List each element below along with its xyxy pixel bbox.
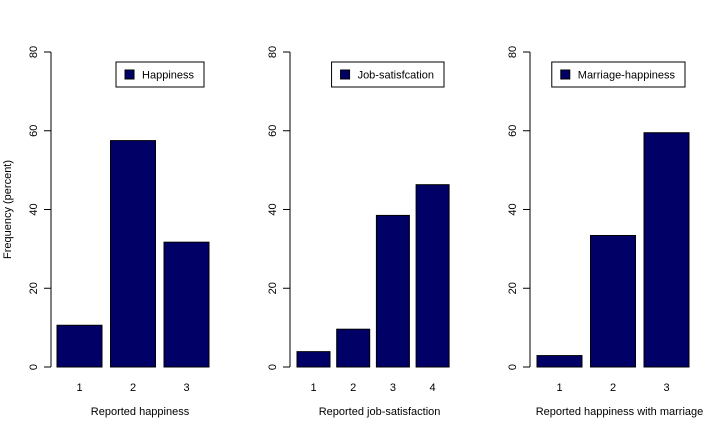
y-tick-label: 20 <box>28 282 40 294</box>
y-tick-label: 20 <box>267 282 279 294</box>
y-tick-label: 40 <box>267 203 279 215</box>
x-tick-label: 4 <box>430 382 436 394</box>
legend-box <box>331 61 445 88</box>
y-tick-label: 80 <box>507 46 519 58</box>
y-tick-label: 40 <box>28 203 40 215</box>
x-tick-label: 3 <box>663 382 669 394</box>
y-tick-label: 0 <box>507 364 519 370</box>
y-tick-label: 0 <box>28 364 40 370</box>
y-tick-label: 80 <box>28 46 40 58</box>
x-tick-label: 3 <box>183 382 189 394</box>
bar <box>296 351 331 368</box>
y-tick-label: 0 <box>267 364 279 370</box>
legend-swatch <box>124 69 135 80</box>
bar <box>590 234 636 368</box>
x-axis-label: Reported job-satisfaction <box>319 406 441 418</box>
legend-swatch <box>560 69 571 80</box>
x-axis-label: Reported happiness with marriage <box>536 406 704 418</box>
y-tick-label: 80 <box>267 46 279 58</box>
y-tick-label: 60 <box>507 125 519 137</box>
y-axis-label: Frequency (percent) <box>2 160 14 259</box>
x-axis-label: Reported happiness <box>91 406 190 418</box>
x-tick-label: 3 <box>390 382 396 394</box>
legend-label: Job-satisfcation <box>358 70 434 82</box>
bar <box>643 132 690 368</box>
legend-label: Happiness <box>142 70 194 82</box>
y-tick-label: 60 <box>28 125 40 137</box>
bar <box>336 328 371 368</box>
y-tick-label: 40 <box>507 203 519 215</box>
bar <box>375 214 410 368</box>
x-tick-label: 2 <box>130 382 136 394</box>
bar <box>110 140 156 368</box>
legend-swatch <box>340 69 351 80</box>
x-tick-label: 2 <box>610 382 616 394</box>
x-tick-label: 1 <box>76 382 82 394</box>
bar <box>536 355 583 368</box>
y-tick-label: 20 <box>507 282 519 294</box>
bar <box>56 324 103 368</box>
legend-label: Marriage-happiness <box>578 70 676 82</box>
x-tick-label: 1 <box>310 382 316 394</box>
bar <box>163 241 210 368</box>
x-tick-label: 1 <box>556 382 562 394</box>
x-tick-label: 2 <box>350 382 356 394</box>
y-tick-label: 60 <box>267 125 279 137</box>
legend-box <box>551 61 686 88</box>
bar <box>415 184 450 368</box>
